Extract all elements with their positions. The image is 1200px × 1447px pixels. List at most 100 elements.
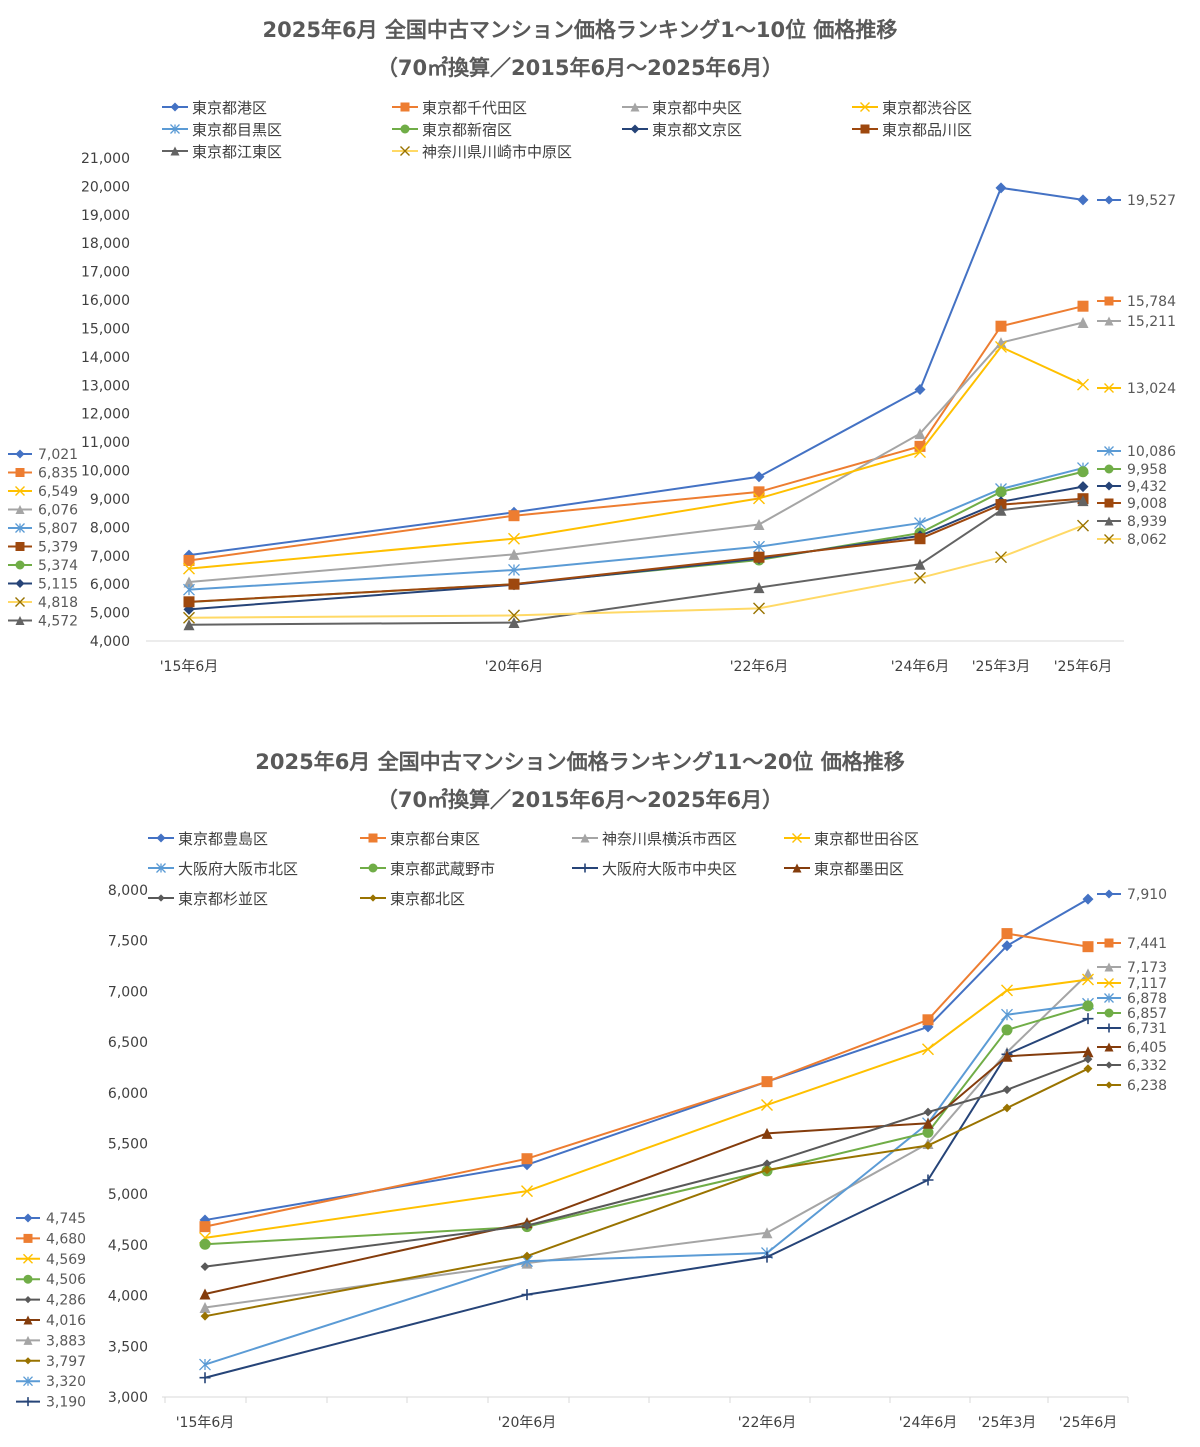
point-6-2	[761, 1251, 773, 1263]
point-2-1	[508, 548, 520, 560]
start-label-1: 4,680	[46, 1231, 86, 1247]
series-line-1	[188, 305, 1084, 562]
point-2-2	[753, 519, 765, 531]
point-7-0	[183, 596, 195, 608]
legend-marker-7	[860, 124, 870, 134]
end-legend-marker-3	[1104, 383, 1114, 393]
legend-marker-5	[400, 124, 410, 134]
legend-label-6: 東京都文京区	[652, 121, 742, 139]
start-legend-marker-7	[15, 542, 25, 551]
y-tick-10: 8,000	[108, 883, 148, 899]
point-8-0	[200, 1262, 210, 1271]
point-8-2	[762, 1159, 772, 1169]
point-0-2	[753, 471, 765, 483]
end-legend-marker-9	[1105, 1081, 1113, 1089]
y-tick-5: 5,500	[108, 1137, 148, 1153]
point-0-5	[1082, 893, 1094, 905]
legend-marker-2	[580, 833, 590, 843]
point-3-5	[1077, 378, 1089, 391]
legend-label-7: 東京都墨田区	[814, 860, 904, 878]
series-line-9	[188, 524, 1084, 619]
point-4-3	[914, 517, 926, 530]
end-legend-marker-5	[1104, 464, 1114, 474]
point-3-4	[1001, 984, 1013, 997]
start-legend-marker-3	[15, 486, 25, 496]
legend-label-6: 大阪府大阪市中央区	[602, 860, 737, 878]
y-tick-8: 12,000	[81, 407, 130, 423]
chart-1: 2025年6月 全国中古マンション価格ランキング1～10位 価格推移 （70㎡換…	[0, 0, 1200, 700]
series-line-7	[204, 1050, 1089, 1295]
start-label-2: 3,883	[46, 1333, 86, 1349]
start-legend-marker-9	[15, 597, 25, 607]
end-legend-marker-2	[1104, 316, 1114, 326]
point-1-2	[753, 486, 765, 498]
series-line-3	[188, 345, 1084, 570]
end-legend-marker-5	[1104, 1008, 1114, 1018]
point-8-3	[923, 1107, 933, 1117]
chart-1-title: 2025年6月 全国中古マンション価格ランキング1～10位 価格推移	[262, 18, 898, 42]
end-legend-marker-0	[1104, 195, 1114, 205]
point-7-3	[914, 533, 926, 545]
series-line-0	[188, 186, 1084, 557]
point-5-5	[1082, 1000, 1094, 1012]
end-label-1: 7,441	[1127, 936, 1167, 952]
start-legend-marker-8	[15, 616, 25, 625]
start-label-2: 6,076	[38, 503, 78, 519]
series-line-6	[188, 485, 1084, 611]
point-7-1	[508, 578, 520, 590]
end-label-6: 6,731	[1127, 1021, 1167, 1037]
start-label-1: 6,835	[38, 466, 78, 482]
end-label-0: 19,527	[1127, 193, 1176, 209]
y-tick-16: 20,000	[81, 179, 130, 195]
x-tick-2: '22年6月	[730, 659, 789, 675]
start-legend-marker-4	[15, 523, 25, 533]
legend-label-3: 東京都世田谷区	[814, 830, 919, 848]
start-legend-marker-0	[23, 1213, 33, 1223]
point-1-2	[761, 1076, 773, 1088]
point-3-4	[995, 340, 1007, 353]
legend-marker-8	[170, 146, 180, 156]
legend-marker-1	[400, 102, 410, 112]
point-7-4	[1001, 1050, 1013, 1062]
series-line-8	[188, 499, 1084, 626]
end-label-1: 15,784	[1127, 294, 1176, 310]
legend-label-3: 東京都渋谷区	[882, 99, 972, 117]
start-legend-marker-8	[24, 1296, 32, 1304]
series-line-9	[204, 1067, 1089, 1318]
series-line-6	[204, 1017, 1089, 1379]
end-legend-marker-6	[1104, 481, 1114, 491]
end-legend-marker-9	[1104, 534, 1114, 544]
chart-2: 2025年6月 全国中古マンション価格ランキング11～20位 価格推移 （70㎡…	[0, 735, 1200, 1447]
point-1-3	[922, 1014, 934, 1026]
series-line-8	[204, 1058, 1089, 1268]
point-5-4	[995, 486, 1007, 498]
y-tick-7: 6,500	[108, 1035, 148, 1051]
series-line-2	[188, 321, 1084, 584]
legend-label-8: 東京都杉並区	[178, 890, 268, 908]
x-tick-5: '25年6月	[1059, 1415, 1118, 1431]
end-label-4: 6,878	[1127, 991, 1167, 1007]
point-9-1	[508, 609, 520, 622]
end-legend-marker-1	[1104, 296, 1114, 306]
legend-label-7: 東京都品川区	[882, 121, 972, 139]
point-1-4	[1001, 928, 1013, 940]
start-legend-marker-2	[15, 505, 25, 514]
point-2-0	[183, 576, 195, 588]
legend-marker-3	[860, 102, 870, 112]
y-tick-2: 4,000	[108, 1289, 148, 1305]
point-1-0	[183, 554, 195, 566]
y-tick-9: 13,000	[81, 378, 130, 394]
y-tick-15: 19,000	[81, 208, 130, 224]
point-3-0	[183, 562, 195, 575]
start-label-9: 4,818	[38, 595, 78, 611]
y-tick-1: 3,500	[108, 1339, 148, 1355]
point-4-0	[183, 583, 195, 596]
point-1-1	[521, 1153, 533, 1165]
point-2-5	[1077, 316, 1089, 328]
point-1-0	[199, 1221, 211, 1233]
start-label-6: 3,190	[46, 1395, 86, 1411]
point-2-5	[1082, 968, 1094, 980]
y-tick-12: 16,000	[81, 293, 130, 309]
point-1-4	[995, 320, 1007, 332]
start-label-5: 4,506	[46, 1272, 86, 1288]
